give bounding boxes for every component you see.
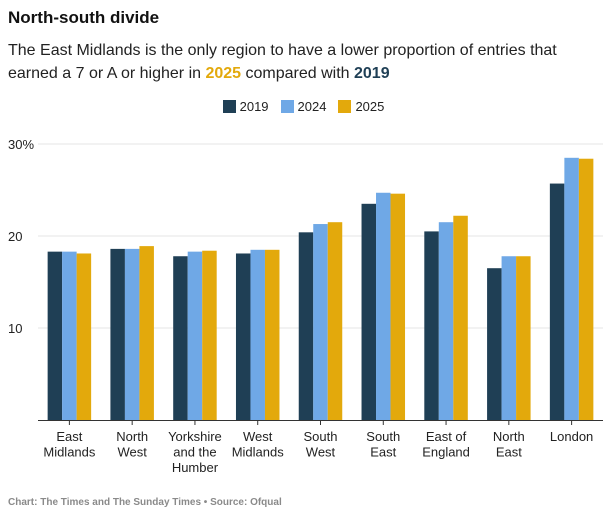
subtitle-text-2: compared with <box>241 65 354 82</box>
bar-2024 <box>187 251 203 420</box>
chart-footer: Chart: The Times and The Sunday Times • … <box>8 497 282 508</box>
bar-2019 <box>549 183 565 420</box>
x-tick-label-line: South <box>304 429 338 444</box>
legend-swatch-2019 <box>222 100 236 113</box>
bar-2025 <box>453 215 468 420</box>
x-tick-label: West Midlands <box>232 429 285 460</box>
legend-swatch-2025 <box>338 100 352 113</box>
bar-2019 <box>298 232 314 420</box>
legend-item-2024: 2024 <box>280 99 327 114</box>
x-tick-label-line: East of <box>426 429 467 444</box>
x-tick-label-line: London <box>550 429 593 444</box>
x-tick-label: North East <box>493 429 525 460</box>
x-tick-label-line: West <box>117 445 147 460</box>
bar-2024 <box>501 256 517 420</box>
x-tick-label-line: North <box>116 429 148 444</box>
x-tick-label: East of England <box>422 429 470 460</box>
x-tick-label-line: England <box>422 445 470 460</box>
bar-2019 <box>235 253 251 420</box>
bar-2019 <box>47 251 63 420</box>
bar-2025 <box>76 253 92 420</box>
x-tick-label-line: East <box>496 445 522 460</box>
y-tick-label: 10 <box>8 321 22 336</box>
x-tick-label-line: West <box>306 445 336 460</box>
subtitle-text-1: The East Midlands is the only region to … <box>8 42 557 82</box>
x-tick-label-line: Midlands <box>232 445 285 460</box>
x-tick-label-line: East <box>370 445 396 460</box>
legend-swatch-2024 <box>280 100 294 113</box>
bar-2019 <box>487 268 502 420</box>
x-tick-label: Yorkshire and the Humber <box>168 429 222 475</box>
legend-label-2025: 2025 <box>355 99 385 114</box>
legend-label-2019: 2019 <box>239 99 269 114</box>
bar-2025 <box>516 256 531 420</box>
subtitle-highlight-2025: 2025 <box>205 65 242 82</box>
subtitle-highlight-2019: 2019 <box>354 65 390 82</box>
legend-item-2019: 2019 <box>222 99 269 114</box>
bar-2019 <box>173 256 188 420</box>
bar-2019 <box>361 203 377 420</box>
x-tick-label-line: North <box>493 429 525 444</box>
bar-2025 <box>264 249 280 420</box>
bar-2025 <box>202 250 217 420</box>
bar-2019 <box>110 248 125 420</box>
legend-label-2024: 2024 <box>297 99 327 114</box>
bar-2024 <box>313 224 328 420</box>
bar-2025 <box>390 193 406 420</box>
bar-2025 <box>327 222 343 420</box>
x-tick-label-line: West <box>243 429 273 444</box>
x-tick-label-line: Humber <box>172 460 219 475</box>
chart-legend: 2019 2024 2025 <box>0 99 607 114</box>
y-tick-label: 20 <box>8 229 22 244</box>
x-tick-label: London <box>550 429 593 444</box>
x-tick-label: South East <box>366 429 400 460</box>
x-tick-label-line: South <box>366 429 400 444</box>
x-tick-label: South West <box>304 429 338 460</box>
x-tick-label-line: East <box>56 429 82 444</box>
bar-2024 <box>124 248 140 420</box>
x-tick-label-line: and the <box>173 445 216 460</box>
x-tick-label: East Midlands <box>43 429 96 460</box>
bar-2024 <box>438 222 454 420</box>
x-tick-label: North West <box>116 429 148 460</box>
bar-2024 <box>62 251 77 420</box>
bar-2024 <box>376 192 391 420</box>
bar-2019 <box>424 231 439 420</box>
bar-2025 <box>139 246 154 420</box>
bar-2024 <box>250 249 265 420</box>
x-tick-label-line: Yorkshire <box>168 429 222 444</box>
y-tick-label: 30% <box>8 137 34 152</box>
bar-2024 <box>564 157 579 421</box>
legend-item-2025: 2025 <box>338 99 384 114</box>
bar-2025 <box>578 158 594 420</box>
x-tick-label-line: Midlands <box>43 445 96 460</box>
chart-subtitle: The East Midlands is the only region to … <box>8 39 603 85</box>
chart-title: North-south divide <box>8 8 160 27</box>
